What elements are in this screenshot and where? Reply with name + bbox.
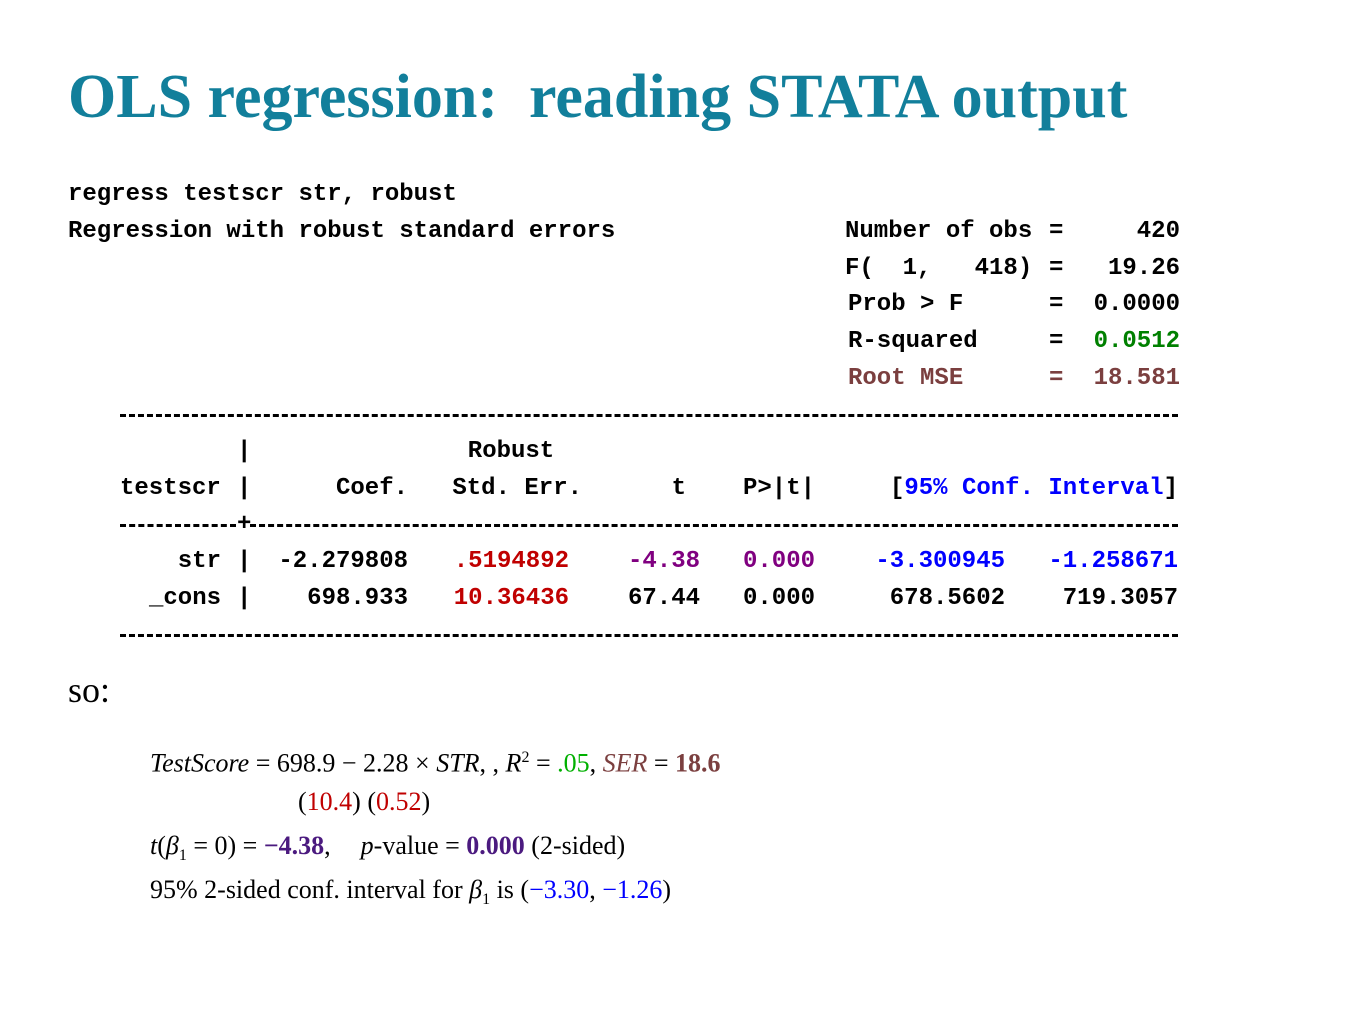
eq-part: , [589,875,603,904]
eq-part: ( [157,831,166,860]
row-label: _cons [148,585,221,612]
cell: 10.36436 [453,585,569,612]
eq-part: 18.6 [675,748,721,778]
eq-part: −3.30 [529,875,590,904]
pipe: | [237,585,252,612]
rule [120,634,1178,637]
eq-part: 0.000 [466,831,525,860]
cell: 719.3057 [1062,585,1178,612]
equation: (10.4) (0.52) [298,782,430,822]
cell: 0.000 [742,585,815,612]
eq-part: 1 [178,847,187,865]
header: Std. Err. [452,475,582,502]
header: testscr [120,475,221,502]
stat-sep: = [1049,255,1064,282]
eq-part: R [505,748,522,778]
description: Regression with robust standard errors [68,218,616,245]
rule [120,414,1178,417]
eq-part: t [150,831,158,860]
bracket: ] [1163,475,1178,502]
stat-label: R-squared [848,328,978,355]
eq-part: , [589,748,603,778]
stat-value: 420 [1136,218,1180,245]
header-ci: [95% Conf. Interval] [890,471,1178,507]
equation: TestScore = 698.9 − 2.28 × STR, , R2 = .… [150,738,721,784]
equation: 95% 2-sided conf. interval for β1 is (−3… [150,870,671,920]
pipe: | [237,438,252,465]
eq-part: STR [436,748,480,778]
stat-value: 18.581 [1093,365,1180,392]
header: 95% Conf. Interval [904,475,1164,502]
eq-part: −4.38 [263,831,325,860]
cell: 0.000 [742,548,815,575]
header: Robust [467,438,555,465]
eq-part: , [324,831,331,860]
eq-part: ( [298,787,307,816]
pipe: | [237,548,252,575]
eq-part: 2 [521,749,530,766]
eq-part: TestScore [150,748,250,778]
eq-part: is ( [490,875,530,904]
header: t [671,475,686,502]
stat-value: 0.0512 [1093,328,1180,355]
rule [120,524,236,527]
bracket: [ [889,475,905,502]
eq-part: 1 [482,891,491,909]
stat-label: F( 1, 418) [845,255,1033,282]
stat-label: Root MSE [848,365,964,392]
eq-part: -value = [373,831,467,860]
eq-part: 0.52 [376,787,422,816]
pipe: | [237,475,252,502]
slide-title: OLS regression: reading STATA output [68,63,1128,131]
stat-label: Prob > F [848,291,964,318]
row-label: str [177,548,221,575]
so-label: so: [68,670,111,710]
rule [250,524,1178,527]
stat-sep: = [1049,365,1064,392]
eq-part: SER [602,748,648,778]
eq-part: β [469,875,483,904]
eq-part: β [165,831,179,860]
command: regress testscr str, robust [68,181,457,208]
eq-part: ) [421,787,431,816]
eq-part: = 0) = [186,831,264,860]
eq-part: ) [662,875,672,904]
header: Coef. [335,475,408,502]
stat-value: 0.0000 [1093,291,1180,318]
cell: 67.44 [627,585,700,612]
stat-sep: = [1049,291,1064,318]
eq-part: .05 [557,748,590,778]
stat-value: 19.26 [1107,255,1180,282]
cell: -4.38 [627,548,700,575]
eq-part: (2-sided) [524,831,626,860]
stat-sep: = [1049,328,1064,355]
cell: .5194892 [453,548,569,575]
eq-part: ) ( [352,787,376,816]
eq-part: 10.4 [306,787,353,816]
cell: -3.300945 [875,548,1005,575]
cell: 678.5602 [889,585,1005,612]
eq-part: 95% 2-sided conf. interval for [150,875,470,904]
rule-cross: + [237,511,252,538]
eq-part: p [360,831,374,860]
equation: t(β1 = 0) = −4.38, p-value = 0.000 (2-sid… [150,826,625,876]
eq-part: −1.26 [602,875,663,904]
eq-part: = [647,748,676,778]
cell: -1.258671 [1048,548,1178,575]
stat-label: Number of obs [845,218,1033,245]
eq-part: = [529,748,558,778]
header: P>|t| [742,475,815,502]
cell: -2.279808 [278,548,408,575]
eq-part: , , [479,748,506,778]
stat-sep: = [1049,218,1064,245]
cell: 698.933 [307,585,408,612]
eq-part: = 698.9 − 2.28 × [249,748,437,778]
